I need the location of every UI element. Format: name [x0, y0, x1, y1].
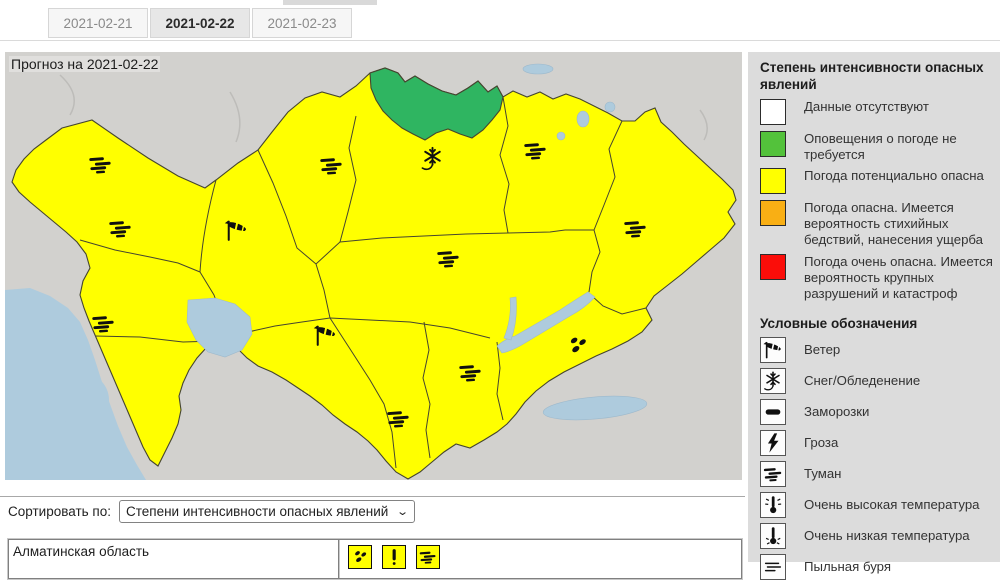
snowflake-icon [760, 367, 786, 394]
symbol-label: Очень низкая температура [804, 528, 970, 543]
symbol-legend-item: Заморозки [760, 398, 1000, 425]
sort-selected-option: Степени интенсивности опасных явлений [125, 504, 389, 519]
clipped-element-above-tabs [283, 0, 377, 5]
symbol-legend-item: Туман [760, 460, 1000, 487]
tabs-divider [0, 40, 1000, 41]
date-tabs: 2021-02-21 2021-02-22 2021-02-23 [48, 8, 354, 38]
symbol-label: Ветер [804, 342, 841, 357]
symbol-label: Пыльная буря [804, 559, 891, 574]
exclamation-icon [382, 545, 406, 569]
intensity-color-swatch [760, 130, 786, 157]
chevron-down-icon: ⌄ [396, 506, 410, 518]
sort-select[interactable]: Степени интенсивности опасных явлений ⌄ [118, 500, 415, 523]
fog-icon [416, 545, 440, 569]
region-row-icons [339, 540, 741, 578]
intensity-legend-list: Данные отсутствуют Оповещения о погоде не… [760, 98, 1000, 302]
dust-storm-icon [760, 553, 786, 580]
windsock-icon [760, 336, 786, 363]
region-warning-table: Алматинская область [7, 538, 743, 580]
intensity-label: Погода потенциально опасна [804, 168, 984, 184]
fog-icon [760, 460, 786, 487]
sort-label: Сортировать по: [8, 504, 111, 519]
intensity-color-swatch [760, 253, 786, 280]
region-row-name[interactable]: Алматинская область [9, 540, 339, 578]
symbol-label: Очень высокая температура [804, 497, 980, 512]
lakes [186, 63, 648, 421]
tab-date-2[interactable]: 2021-02-22 [150, 8, 250, 38]
tab-date-1[interactable]: 2021-02-21 [48, 8, 148, 38]
symbol-legend-item: Ветер [760, 336, 1000, 363]
thermo-cold-icon [760, 522, 786, 549]
thermo-hot-icon [760, 491, 786, 518]
intensity-legend-item: Оповещения о погоде не требуется [760, 130, 1000, 163]
symbol-label: Гроза [804, 435, 839, 450]
intensity-legend-item: Данные отсутствуют [760, 98, 1000, 125]
content-divider [0, 496, 745, 497]
region-no-warning [369, 67, 504, 141]
intensity-label: Оповещения о погоде не требуется [804, 130, 957, 162]
dots-icon [348, 545, 372, 569]
intensity-color-swatch [760, 168, 786, 195]
forecast-map[interactable]: Прогноз на 2021-02-22 [5, 52, 742, 480]
frost-bar-icon [760, 398, 786, 425]
intensity-legend-item: Погода опасна. Имеется вероятность стихи… [760, 200, 1000, 248]
tab-date-3[interactable]: 2021-02-23 [252, 8, 352, 38]
intensity-legend-title: Степень интенсивности опасных явлений [760, 60, 984, 92]
symbol-label: Туман [804, 466, 842, 481]
intensity-legend-item: Погода потенциально опасна [760, 168, 1000, 195]
symbol-legend-item: Снег/Обледенение [760, 367, 1000, 394]
intensity-legend-item: Погода очень опасна. Имеется вероятность… [760, 253, 1000, 302]
symbols-legend-title: Условные обозначения [760, 315, 918, 331]
symbol-legend-item: Очень высокая температура [760, 491, 1000, 518]
lightning-icon [760, 429, 786, 456]
symbol-label: Заморозки [804, 404, 870, 419]
symbol-label: Снег/Обледенение [804, 373, 921, 388]
map-title: Прогноз на 2021-02-22 [9, 56, 161, 72]
symbol-legend-item: Пыльная буря [760, 553, 1000, 580]
kazakhstan-map[interactable] [5, 52, 742, 480]
intensity-color-swatch [760, 200, 786, 227]
intensity-color-swatch [760, 98, 786, 125]
symbol-legend-item: Гроза [760, 429, 1000, 456]
intensity-label: Погода очень опасна. Имеется вероятность… [804, 253, 993, 301]
intensity-label: Данные отсутствуют [804, 98, 929, 114]
sort-row: Сортировать по: Степени интенсивности оп… [8, 500, 415, 523]
legend-panel: Степень интенсивности опасных явлений Да… [748, 52, 1000, 580]
intensity-label: Погода опасна. Имеется вероятность стихи… [804, 200, 984, 248]
symbols-legend-list: Ветер Снег/Обледенение Заморозки Гроза Туман… [760, 336, 1000, 580]
symbol-legend-item: Очень низкая температура [760, 522, 1000, 549]
